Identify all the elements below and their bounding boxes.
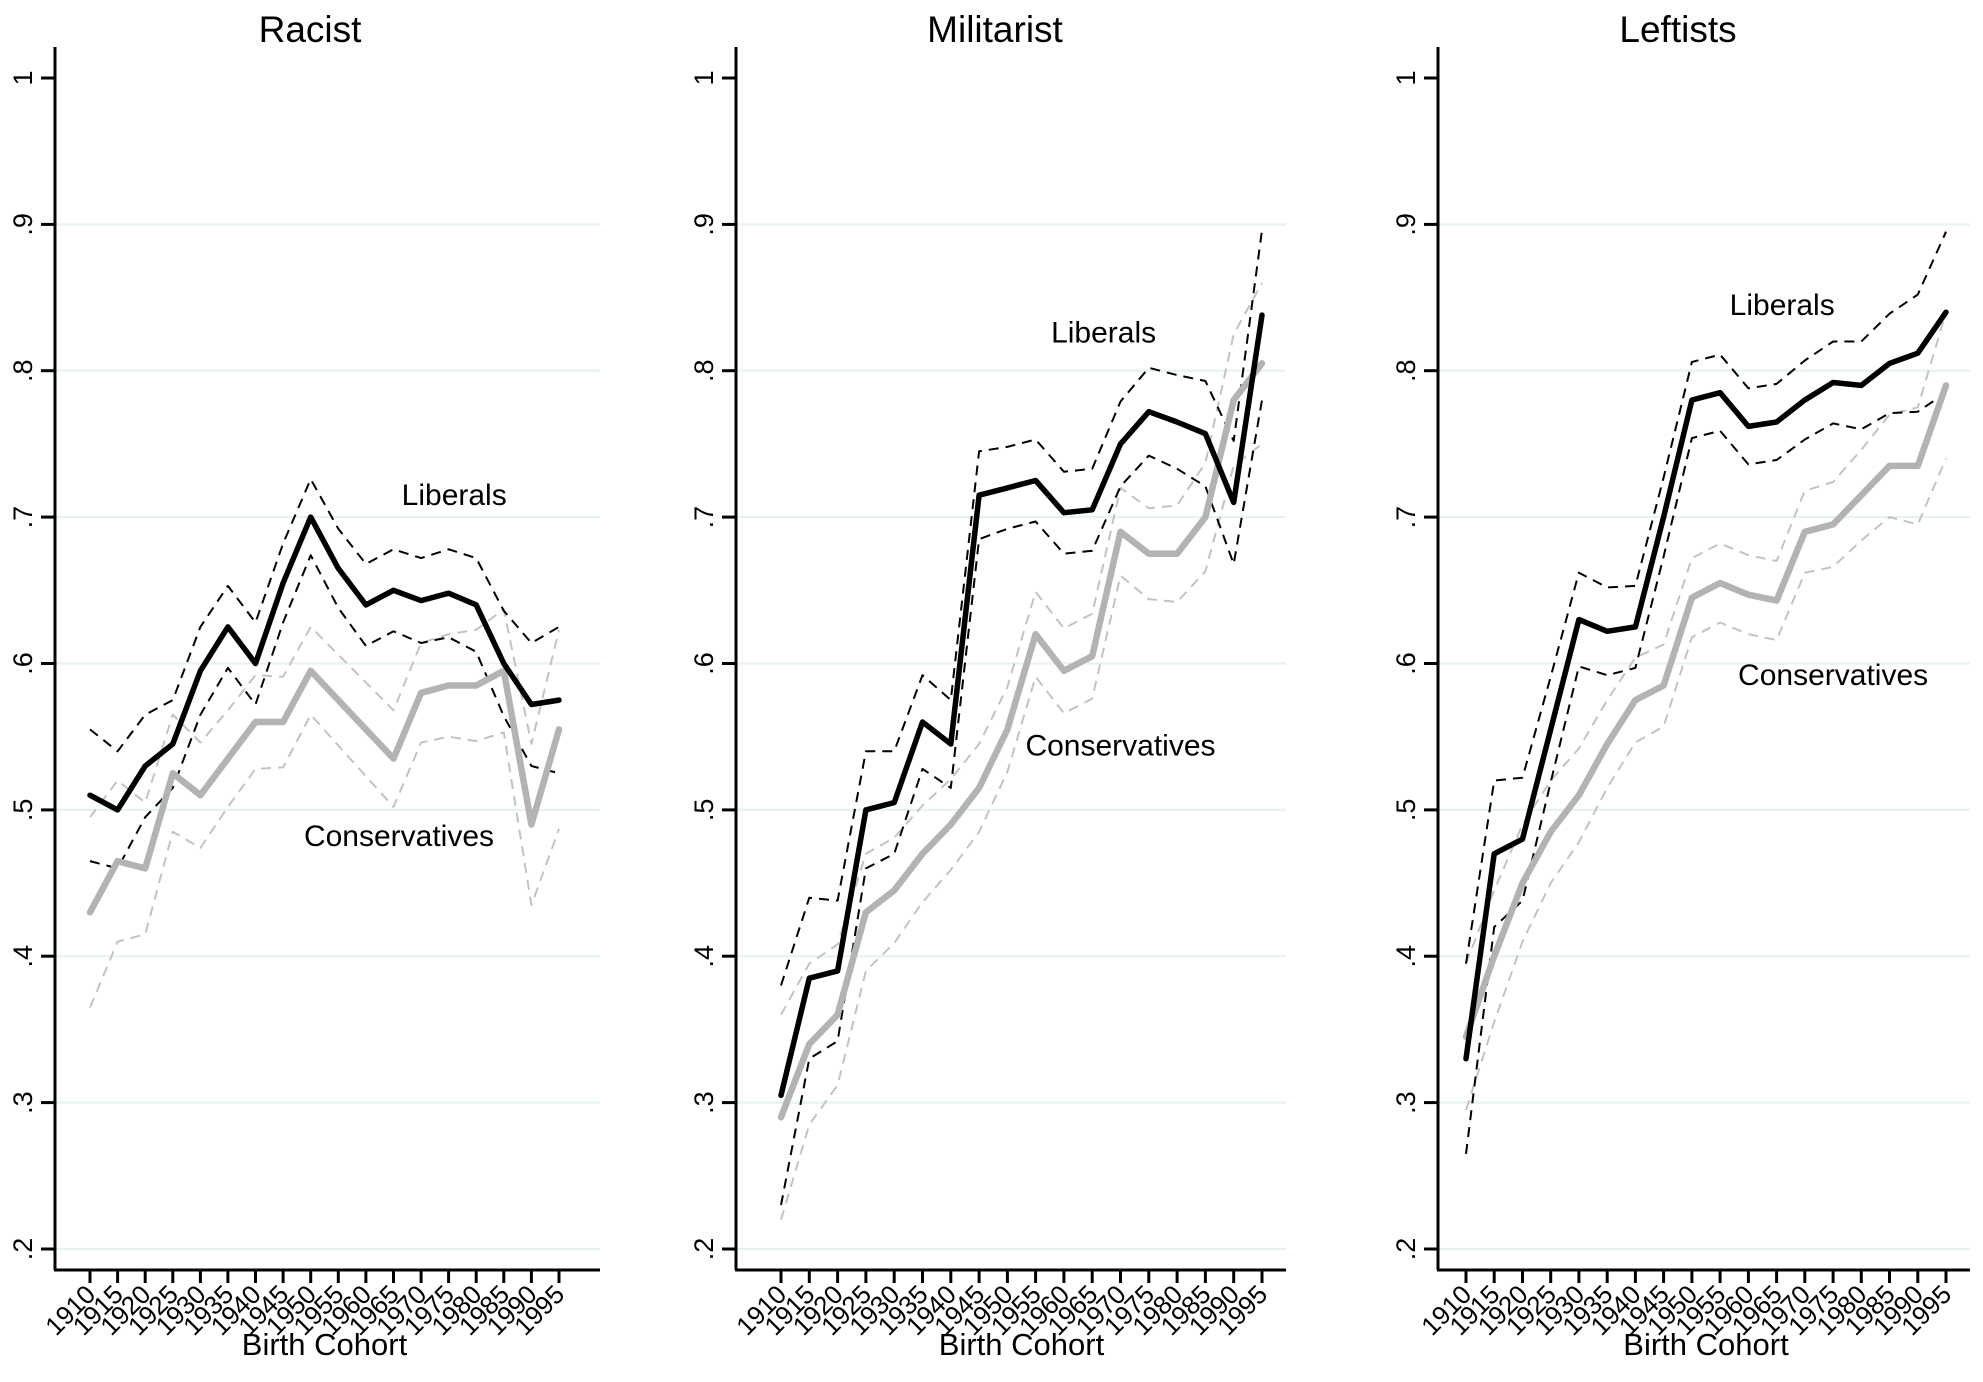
annotation-liberals: Liberals <box>402 479 507 512</box>
annotation-liberals: Liberals <box>1730 289 1835 322</box>
series-conservatives-ci-lower <box>1465 458 1947 1111</box>
series-liberals-line <box>778 312 1265 1099</box>
x-axis-title: Birth Cohort <box>939 1327 1105 1362</box>
y-tick-label: .3 <box>689 1091 719 1114</box>
y-tick-label: .4 <box>8 945 38 968</box>
panel-title: Leftists <box>1619 9 1736 50</box>
y-tick-label: .4 <box>689 945 719 968</box>
series-liberals-ci-lower <box>1465 391 1947 1155</box>
series-liberals-ci-upper <box>1465 231 1947 964</box>
series-liberals-ci-upper <box>89 478 560 753</box>
x-axis-title: Birth Cohort <box>1623 1327 1789 1362</box>
panel-leftists: 1.9.8.7.6.5.4.3.219101915192019251930193… <box>1391 9 1970 1362</box>
y-tick-label: .7 <box>1391 506 1421 529</box>
series-liberals-line <box>87 514 562 813</box>
y-tick-label: .5 <box>8 799 38 822</box>
series-conservatives-ci-lower <box>780 443 1263 1220</box>
y-tick-label: .8 <box>1391 359 1421 382</box>
y-tick-label: .3 <box>1391 1091 1421 1114</box>
y-tick-label: .2 <box>689 1238 719 1261</box>
y-tick-label: .9 <box>8 213 38 236</box>
x-axis-title: Birth Cohort <box>242 1327 408 1362</box>
series-conservatives-ci-lower <box>89 713 560 1008</box>
y-tick-label: .9 <box>689 213 719 236</box>
panel-title: Militarist <box>927 9 1063 50</box>
y-tick-label: .4 <box>1391 945 1421 968</box>
y-tick-label: .8 <box>689 359 719 382</box>
series-liberals-ci-lower <box>780 399 1263 1206</box>
panel-militarist: 1.9.8.7.6.5.4.3.219101915192019251930193… <box>689 9 1286 1362</box>
series-liberals-line <box>1463 309 1949 1062</box>
y-tick-label: .2 <box>8 1238 38 1261</box>
series-conservatives-ci-upper <box>89 608 560 818</box>
annotation-conservatives: Conservatives <box>1738 659 1928 692</box>
annotation-conservatives: Conservatives <box>304 820 494 853</box>
series-conservatives-line <box>86 667 563 916</box>
panel-title: Racist <box>259 9 363 50</box>
series-conservatives-ci-upper <box>1465 311 1947 964</box>
series-conservatives-line <box>1462 382 1950 1041</box>
y-tick-label: .7 <box>689 506 719 529</box>
series-conservatives-line <box>777 360 1266 1121</box>
y-tick-label: .2 <box>1391 1238 1421 1261</box>
series-liberals-ci-upper <box>780 230 1263 986</box>
annotation-conservatives: Conservatives <box>1025 730 1215 763</box>
y-tick-label: .8 <box>8 359 38 382</box>
y-tick-label: .7 <box>8 506 38 529</box>
y-tick-label: .5 <box>689 799 719 822</box>
y-tick-label: .6 <box>689 652 719 675</box>
annotation-liberals: Liberals <box>1051 317 1156 350</box>
series-conservatives-ci-upper <box>780 282 1263 1016</box>
y-tick-label: .6 <box>8 652 38 675</box>
y-tick-label: .3 <box>8 1091 38 1114</box>
y-tick-label: .9 <box>1391 213 1421 236</box>
y-tick-label: 1 <box>8 70 38 85</box>
y-tick-label: 1 <box>1391 70 1421 85</box>
y-tick-label: 1 <box>689 70 719 85</box>
y-tick-label: .5 <box>1391 799 1421 822</box>
y-tick-label: .6 <box>1391 652 1421 675</box>
panel-racist: 1.9.8.7.6.5.4.3.219101915192019251930193… <box>8 9 600 1362</box>
